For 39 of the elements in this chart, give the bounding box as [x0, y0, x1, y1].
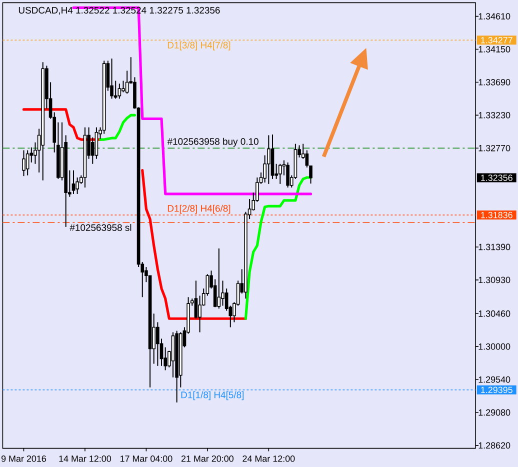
- y-tick-label: 1.32770: [478, 144, 510, 152]
- y-tick-label: 1.31836: [481, 212, 512, 218]
- x-tick-label: 21 Mar 20:00: [181, 455, 234, 462]
- y-tick-label: 1.34150: [478, 46, 510, 52]
- candlestick: [156, 322, 160, 366]
- x-tick-label: 9 Mar 2016: [1, 455, 46, 462]
- ref-line-label: #102563958 sl: [70, 224, 132, 231]
- y-tick-label: 1.31390: [478, 244, 510, 250]
- candlestick: [22, 150, 26, 177]
- candlestick: [94, 126, 98, 160]
- x-tick-label: 14 Mar 12:00: [59, 455, 112, 462]
- candlestick: [267, 134, 270, 184]
- candlestick: [122, 80, 125, 93]
- y-tick-label: 1.29540: [478, 376, 510, 383]
- y-tick-label: 1.30460: [478, 310, 510, 317]
- y-tick-label: 1.30930: [478, 276, 510, 284]
- ref-line-label: D1[1/8] H4[5/8]: [181, 391, 244, 400]
- y-tick-label: 1.33230: [478, 112, 510, 118]
- candlestick: [72, 170, 76, 194]
- x-tick-label: 24 Mar 12:00: [242, 455, 295, 462]
- candlestick: [110, 58, 114, 100]
- x-tick-label: 17 Mar 04:00: [120, 455, 172, 462]
- candlestick: [26, 150, 30, 176]
- y-tick-label: 1.29395: [481, 386, 512, 394]
- ref-line-label: D1[3/8] H4[7/8]: [168, 42, 230, 50]
- ref-line-label: D1[2/8] H4[6/8]: [168, 204, 230, 214]
- y-tick-label: 1.29080: [478, 409, 510, 416]
- y-tick-label: 1.33690: [478, 79, 510, 86]
- ref-line-label: #102563958 buy 0.10: [167, 138, 258, 147]
- candlestick: [286, 162, 290, 188]
- y-tick-label: 1.30000: [478, 343, 510, 350]
- candlestick: [217, 248, 221, 310]
- candlestick: [278, 163, 282, 184]
- candlestick: [198, 295, 202, 333]
- y-tick-label: 1.34610: [478, 13, 510, 20]
- y-tick-label: 1.34277: [481, 36, 512, 44]
- y-tick-label: 1.28620: [478, 442, 510, 449]
- y-tick-label: 1.32356: [481, 174, 512, 181]
- candlestick: [194, 280, 198, 320]
